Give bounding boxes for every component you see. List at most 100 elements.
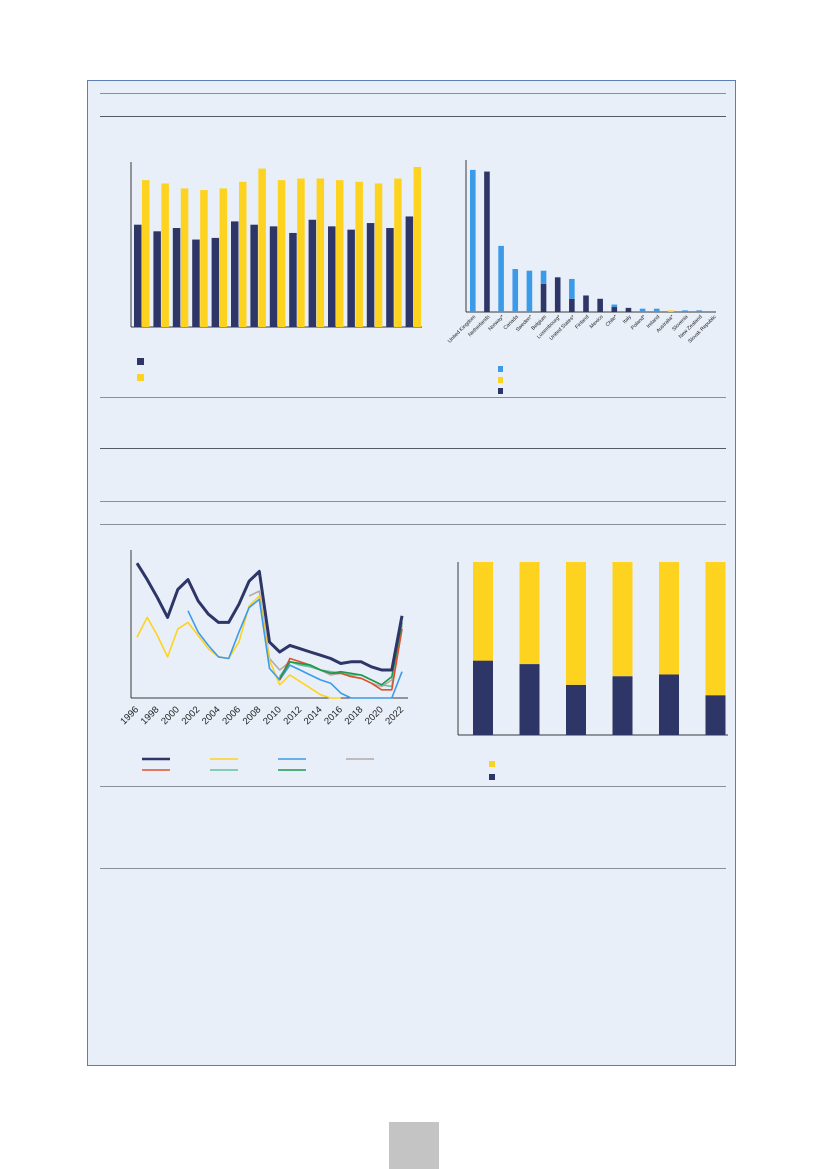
rule-note-2: [100, 786, 726, 787]
bar-s2-5: [540, 270, 547, 284]
bar-s0-10: [328, 226, 336, 327]
bar-s0-5: [231, 221, 239, 327]
rule-header-1: [100, 116, 726, 117]
bar-s0-9: [597, 298, 603, 312]
bar-s2-2: [498, 245, 504, 312]
bar-s0-2: [566, 684, 586, 735]
bar-s0-1: [153, 231, 161, 327]
bar-s0-2: [172, 228, 181, 327]
bar-s2-15: [682, 310, 688, 312]
legend-swatch-1: [489, 761, 495, 767]
legend-swatch-1: [137, 358, 144, 365]
bar-s0-3: [612, 676, 633, 735]
tick-label-2000: 2000: [159, 704, 182, 727]
bar-s0-5: [705, 695, 726, 735]
bar-s0-12: [366, 223, 375, 327]
bar-s1-14: [413, 166, 422, 327]
bar-s0-11: [347, 229, 355, 327]
legend-swatch-3: [498, 388, 503, 394]
bar-s1-3: [200, 190, 208, 327]
tick-label-1996: 1996: [118, 704, 141, 727]
line-series-5: [279, 622, 403, 686]
line-series-3: [279, 628, 403, 688]
tick-label-2022: 2022: [383, 704, 406, 727]
tick-label-2008: 2008: [241, 704, 264, 727]
bar-s0-7: [269, 226, 278, 327]
bar-s1-5: [239, 181, 247, 327]
chart-3-line: 1996199820002002200420062008201020122014…: [118, 550, 408, 771]
bar-s1-2: [180, 188, 189, 327]
tick-label-2012: 2012: [281, 704, 304, 727]
bar-s2-10: [611, 304, 618, 308]
bar-s0-7: [569, 298, 575, 312]
tick-label-12: Poland*: [630, 314, 647, 331]
legend-swatch-1: [498, 366, 503, 372]
bar-s0-6: [554, 277, 561, 312]
tick-label-9: Mexico: [589, 314, 605, 330]
chart-2-stacked-bar: United KingdomNetherlandsNorway*CanadaSw…: [447, 160, 718, 394]
bar-s1-3: [612, 562, 633, 677]
bar-s1-13: [394, 178, 402, 327]
bar-s1-14: [668, 310, 674, 312]
line-series-0: [135, 562, 404, 672]
legend-swatch-2: [498, 377, 503, 383]
bar-s1-8: [297, 178, 305, 327]
rule-note-1: [100, 397, 726, 398]
rule-header-2: [100, 524, 726, 525]
tick-label-2020: 2020: [363, 704, 386, 727]
bar-s1-9: [316, 178, 325, 327]
bar-s1-6: [258, 168, 266, 327]
tick-label-2018: 2018: [343, 704, 366, 727]
bar-s2-7: [569, 278, 575, 299]
tick-label-2006: 2006: [220, 704, 243, 727]
line-series-7: [248, 590, 403, 688]
bar-s2-12: [639, 308, 646, 312]
bar-s1-11: [355, 181, 363, 327]
tick-label-2014: 2014: [302, 704, 325, 727]
line-series-4: [187, 598, 403, 699]
bar-s2-0: [470, 169, 476, 312]
bar-s0-1: [519, 664, 540, 735]
bar-s0-8: [583, 295, 589, 312]
bar-s1-4: [219, 188, 228, 327]
tick-label-2016: 2016: [322, 704, 345, 727]
chart-4-stacked-percent: [457, 562, 728, 780]
bar-s2-4: [526, 270, 533, 312]
tick-label-2: Norway*: [487, 314, 505, 332]
tick-label-8: Finland: [574, 314, 590, 330]
bar-s1-1: [161, 183, 169, 327]
tick-label-2002: 2002: [180, 704, 203, 727]
legend-swatch-2: [137, 374, 144, 381]
chart-1-bar: [130, 162, 422, 381]
bar-s0-3: [192, 239, 200, 327]
bar-s0-0: [473, 660, 493, 735]
page-number-box: [389, 1122, 439, 1169]
bar-s0-13: [386, 228, 394, 327]
bar-s1-5: [705, 562, 726, 696]
bar-s0-4: [211, 237, 220, 327]
rule-top: [100, 93, 726, 94]
bar-s1-12: [374, 183, 383, 327]
tick-label-10: Chile*: [605, 314, 619, 328]
bar-s0-6: [250, 224, 258, 327]
bar-s0-11: [625, 307, 632, 312]
bar-s0-10: [611, 307, 618, 312]
bar-s1-10: [336, 180, 344, 327]
line-series-2: [136, 595, 341, 699]
tick-label-11: Italy: [622, 314, 633, 325]
bar-s2-13: [653, 308, 660, 312]
bar-s1-0: [473, 562, 493, 661]
bar-s0-0: [134, 224, 142, 327]
bar-s0-1: [484, 171, 490, 312]
bar-s0-8: [289, 232, 297, 327]
bar-s1-0: [142, 180, 150, 327]
bar-s0-5: [540, 283, 547, 312]
bar-s0-14: [405, 216, 414, 327]
bar-s2-16: [696, 310, 702, 312]
rule-mid: [100, 501, 726, 502]
bar-s2-3: [512, 269, 519, 312]
rule-section-3: [100, 868, 726, 869]
bar-s1-2: [566, 562, 586, 685]
tick-label-2010: 2010: [261, 704, 284, 727]
bar-s1-1: [519, 562, 540, 665]
